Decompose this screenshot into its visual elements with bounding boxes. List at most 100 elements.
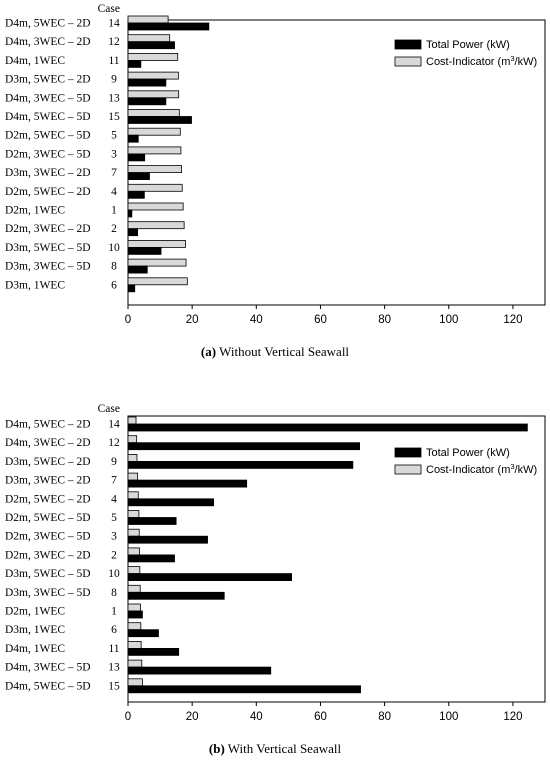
bar-total-power xyxy=(127,209,133,218)
row-config-label: D3m, 5WEC – 2D xyxy=(5,74,91,86)
bar-cost-indicator xyxy=(127,566,141,574)
bar-total-power xyxy=(127,22,210,31)
bar-cost-indicator xyxy=(127,127,181,136)
row-config-label: D2m, 5WEC – 5D xyxy=(5,130,91,142)
bar-cost-indicator xyxy=(127,34,171,43)
row-config-label: D3m, 1WEC xyxy=(5,624,65,636)
legend-label-superscript: 3 xyxy=(510,462,514,471)
row-case-number: 15 xyxy=(108,680,120,692)
bar-cost-indicator xyxy=(127,678,143,687)
bar-total-power xyxy=(127,517,177,525)
row-config-label: D4m, 3WEC – 2D xyxy=(5,437,91,449)
bar-cost-indicator xyxy=(127,277,188,286)
bar-cost-indicator xyxy=(127,547,140,556)
bar-total-power xyxy=(127,554,175,563)
legend-swatch xyxy=(394,39,422,50)
row-case-number: 8 xyxy=(111,261,117,273)
x-tick-label: 120 xyxy=(503,711,522,723)
bar-cost-indicator xyxy=(127,603,141,612)
bar-total-power xyxy=(127,116,192,124)
caption-text: With Vertical Seawall xyxy=(225,741,342,756)
bar-total-power xyxy=(127,610,143,619)
row-config-label: D3m, 5WEC – 5D xyxy=(5,242,91,254)
row-case-number: 11 xyxy=(108,55,119,67)
x-tick-label: 20 xyxy=(186,314,199,326)
bar-total-power xyxy=(127,648,180,656)
bar-cost-indicator xyxy=(127,641,142,649)
bar-cost-indicator xyxy=(127,453,138,462)
bar-total-power xyxy=(127,423,528,432)
bar-total-power xyxy=(127,479,248,488)
bar-cost-indicator xyxy=(127,109,180,117)
bar-total-power xyxy=(127,535,208,544)
bar-total-power xyxy=(127,97,167,106)
legend-label: Total Power (kW) xyxy=(426,447,510,459)
case-header: Case xyxy=(98,403,120,415)
bar-cost-indicator xyxy=(127,90,180,99)
row-config-label: D2m, 3WEC – 5D xyxy=(5,148,91,160)
row-case-number: 9 xyxy=(111,456,117,468)
case-header: Case xyxy=(98,3,120,15)
bar-total-power xyxy=(127,629,159,638)
bar-cost-indicator xyxy=(127,491,139,500)
row-config-label: D4m, 3WEC – 5D xyxy=(5,92,91,104)
row-config-label: D4m, 5WEC – 2D xyxy=(5,18,91,30)
x-tick-label: 0 xyxy=(125,711,131,723)
bar-total-power xyxy=(127,685,361,694)
caption-label: ( xyxy=(201,344,205,359)
row-config-label: D4m, 5WEC – 5D xyxy=(5,111,91,123)
row-case-number: 10 xyxy=(108,242,120,254)
row-config-label: D3m, 3WEC – 2D xyxy=(5,475,91,487)
bar-total-power xyxy=(127,41,175,50)
bar-cost-indicator xyxy=(127,146,182,155)
bar-cost-indicator xyxy=(127,472,139,481)
bar-cost-indicator xyxy=(127,15,169,24)
row-case-number: 15 xyxy=(108,111,120,123)
legend-label: Cost-Indicator (m3/kW) xyxy=(426,54,537,69)
row-config-label: D3m, 3WEC – 5D xyxy=(5,587,91,599)
row-config-label: D4m, 3WEC – 5D xyxy=(5,662,91,674)
row-case-number: 5 xyxy=(111,130,117,142)
row-config-label: D4m, 1WEC xyxy=(5,643,65,655)
x-tick-label: 80 xyxy=(378,711,391,723)
row-case-number: 1 xyxy=(111,606,117,618)
row-config-label: D2m, 5WEC – 5D xyxy=(5,512,91,524)
row-config-label: D3m, 3WEC – 2D xyxy=(5,167,91,179)
row-config-label: D2m, 3WEC – 5D xyxy=(5,531,91,543)
bar-total-power xyxy=(127,265,148,274)
row-config-label: D3m, 3WEC – 5D xyxy=(5,261,91,273)
row-case-number: 4 xyxy=(111,186,117,198)
caption-label-letter: b) xyxy=(213,741,225,756)
bar-total-power xyxy=(127,591,225,600)
bar-cost-indicator xyxy=(127,239,186,248)
bar-total-power xyxy=(127,134,139,143)
x-tick-label: 100 xyxy=(439,314,458,326)
legend-swatch xyxy=(394,447,422,458)
legend-label-tail: /kW) xyxy=(515,464,538,476)
legend-label: Cost-Indicator (m3/kW) xyxy=(426,462,537,477)
row-case-number: 5 xyxy=(111,512,117,524)
bar-total-power xyxy=(127,460,354,469)
panel-caption: (a) Without Vertical Seawall xyxy=(201,344,350,359)
bar-total-power xyxy=(127,442,360,451)
row-case-number: 1 xyxy=(111,205,117,217)
bar-cost-indicator xyxy=(127,202,184,211)
row-config-label: D2m, 5WEC – 2D xyxy=(5,493,91,505)
row-config-label: D3m, 5WEC – 5D xyxy=(5,568,91,580)
bar-total-power xyxy=(127,284,136,293)
row-config-label: D2m, 1WEC xyxy=(5,205,65,217)
row-config-label: D4m, 5WEC – 5D xyxy=(5,680,91,692)
bar-cost-indicator xyxy=(127,221,185,230)
bar-total-power xyxy=(127,153,146,162)
legend-swatch xyxy=(394,464,422,475)
bar-total-power xyxy=(127,190,145,199)
x-tick-label: 40 xyxy=(250,711,263,723)
row-case-number: 9 xyxy=(111,74,117,86)
bar-cost-indicator xyxy=(127,258,187,267)
panel-caption: (b) With Vertical Seawall xyxy=(209,741,342,756)
row-case-number: 6 xyxy=(111,624,117,636)
bar-cost-indicator xyxy=(127,416,137,425)
bar-total-power xyxy=(127,228,139,237)
